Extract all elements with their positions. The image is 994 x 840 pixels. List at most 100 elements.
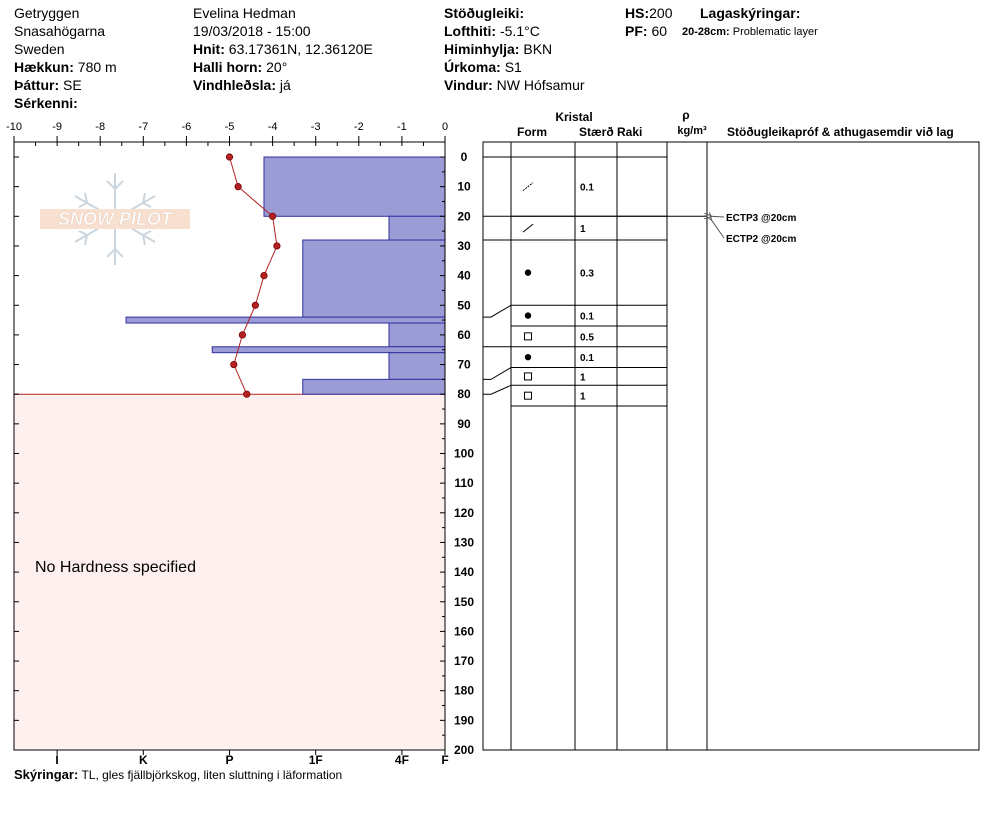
- temp-tick-label-4: -6: [182, 121, 192, 133]
- wind-loading-row: Vindhleðsla: já: [193, 77, 291, 93]
- no-hardness-region: No Hardness specified: [14, 393, 445, 750]
- column-header-0: Form: [517, 125, 547, 139]
- hardness-bar-0: [263, 156, 446, 217]
- axes: -10 -9 -8 -7 -6 -5 -4 -3 -2 -1 0I K P 1F 4F F0102030405…: [6, 121, 474, 767]
- hs-row: HS:200: [625, 5, 673, 21]
- depth-tick-label-19: 190: [454, 713, 474, 727]
- depth-tick-label-3: 30: [457, 239, 471, 253]
- kristal-header: Kristal: [555, 110, 592, 124]
- hardness-bar-1: [388, 215, 446, 241]
- hardness-bar-5: [211, 346, 446, 354]
- hardness-tick-label-0: I: [55, 753, 58, 767]
- wind-row: Vindur: NW Hófsamur: [444, 77, 585, 93]
- depth-tick-label-4: 40: [457, 269, 471, 283]
- hardness-tick-label-4: 4F: [395, 753, 409, 767]
- depth-tick-label-16: 160: [454, 624, 474, 638]
- crystal-size-3: 0.1: [580, 312, 594, 323]
- svg-text:SNOW PILOT: SNOW PILOT: [58, 209, 174, 229]
- crystal-form-decomposing-1: [522, 223, 534, 233]
- depth-tick-label-5: 50: [457, 298, 471, 312]
- coords-row: Hnit: 63.17361N, 12.36120E: [193, 41, 373, 57]
- pf-row: PF: 60: [625, 23, 668, 39]
- temp-point-1: [234, 183, 242, 191]
- location-name: Getryggen: [14, 5, 80, 21]
- layer-notes-label: Lagaskýringar:: [700, 5, 801, 21]
- layer-note-row: 20-28cm: Problematic layer: [682, 26, 818, 38]
- temp-tick-label-0: -10: [6, 121, 22, 133]
- depth-tick-label-8: 80: [457, 387, 471, 401]
- density-header-symbol: ρ: [682, 108, 689, 122]
- table-frame: [482, 141, 980, 751]
- legend-row: Skýringar: TL, gles fjällbjörkskog, lite…: [14, 767, 343, 782]
- leader-line-3: [483, 384, 512, 395]
- depth-tick-label-0: 0: [461, 150, 468, 164]
- depth-tick-label-17: 170: [454, 654, 474, 668]
- crystal-size-1: 1: [580, 224, 586, 235]
- crystal-form-decomposing-0: [522, 182, 534, 192]
- crystal-size-4: 0.5: [580, 332, 594, 343]
- sky-row: Himinhylja: BKN: [444, 41, 553, 57]
- crystal-form-rounded-2: [524, 269, 532, 276]
- temp-point-3: [273, 242, 281, 250]
- depth-tick-label-6: 60: [457, 328, 471, 342]
- slope-row: Halli horn: 20°: [193, 59, 288, 75]
- depth-tick-label-7: 70: [457, 358, 471, 372]
- no-hardness-label: No Hardness specified: [35, 559, 196, 576]
- country-name: Sweden: [14, 41, 65, 57]
- column-header-2: Raki: [617, 125, 642, 139]
- hardness-tick-label-5: F: [441, 753, 448, 767]
- hardness-bars: [125, 156, 446, 395]
- layer-table: Kristal Form Stærð Raki Stöðugleikapróf & at…: [482, 108, 980, 751]
- temperature-profile: [225, 153, 281, 398]
- depth-tick-label-14: 140: [454, 565, 474, 579]
- temp-tick-label-1: -9: [52, 121, 62, 133]
- observation-datetime: 19/03/2018 - 15:00: [193, 23, 311, 39]
- depth-tick-label-2: 20: [457, 209, 471, 223]
- crystal-form-rounded-5: [524, 353, 532, 361]
- crystal-size-6: 1: [580, 372, 586, 383]
- hardness-bar-4: [388, 322, 446, 348]
- hardness-tick-label-1: K: [139, 753, 148, 767]
- temp-point-6: [238, 331, 247, 339]
- crystal-form-faceted-7: [524, 391, 532, 400]
- airtemp-row: Lofthiti: -5.1°C: [444, 23, 540, 39]
- crystal-form-faceted-6: [524, 372, 532, 381]
- aspect-row: Þáttur: SE: [14, 77, 82, 93]
- depth-tick-label-12: 120: [454, 506, 474, 520]
- elevation-row: Hækkun: 780 m: [14, 59, 117, 75]
- crystal-size-0: 0.1: [580, 183, 594, 194]
- temp-point-8: [243, 390, 251, 398]
- depth-tick-label-1: 10: [457, 180, 471, 194]
- temp-point-2: [268, 212, 277, 220]
- precip-row: Úrkoma: S1: [444, 59, 522, 75]
- temp-tick-label-3: -7: [138, 121, 148, 133]
- stability-test-0: ECTP3 @20cm: [726, 213, 796, 224]
- temp-point-0: [225, 153, 234, 161]
- hardness-tick-label-3: 1F: [309, 753, 323, 767]
- temp-point-7: [230, 360, 238, 369]
- stability-row: Stöðugleiki:: [444, 5, 525, 21]
- temp-tick-label-9: -1: [397, 121, 407, 133]
- temp-tick-label-6: -4: [268, 121, 278, 133]
- hardness-bar-3: [125, 316, 446, 324]
- observer-name: Evelina Hedman: [193, 5, 296, 21]
- temp-tick-label-10: 0: [442, 121, 448, 133]
- depth-tick-label-20: 200: [454, 743, 474, 757]
- depth-tick-label-18: 180: [454, 684, 474, 698]
- crystal-size-7: 1: [580, 392, 586, 403]
- depth-tick-label-13: 130: [454, 535, 474, 549]
- temp-point-4: [260, 271, 268, 280]
- depth-tick-label-15: 150: [454, 595, 474, 609]
- snowpilot-logo: SNOW PILOT: [40, 173, 190, 265]
- hardness-tick-label-2: P: [225, 753, 233, 767]
- depth-tick-label-11: 110: [454, 476, 474, 490]
- crystal-form-faceted-4: [524, 332, 532, 341]
- hardness-bar-7: [302, 378, 446, 395]
- column-header-1: Stærð: [579, 125, 614, 139]
- hardness-bar-2: [302, 239, 446, 318]
- leader-line-2: [483, 367, 512, 380]
- temp-tick-label-5: -5: [225, 121, 235, 133]
- features-row: Sérkenni:: [14, 95, 78, 111]
- stability-arrow-1: [711, 219, 725, 239]
